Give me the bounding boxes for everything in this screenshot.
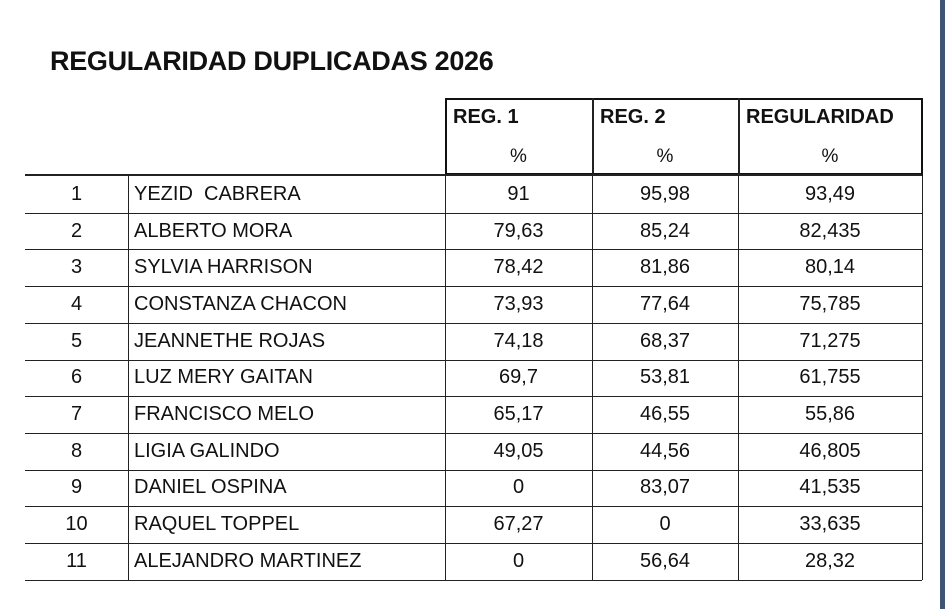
value-cell: 73,93 <box>493 292 544 315</box>
row-number: 1 <box>70 182 83 205</box>
value-cell: 91 <box>507 182 530 205</box>
row-border <box>25 432 922 434</box>
value-cell: 53,81 <box>639 366 691 389</box>
column-border <box>922 176 923 580</box>
header-divider <box>592 98 594 174</box>
value-cell: 68,37 <box>639 329 691 352</box>
value-cell: 61,755 <box>799 366 861 389</box>
row-border <box>25 543 922 544</box>
value-cell: 46,805 <box>799 439 861 462</box>
value-cell: 46,55 <box>639 403 691 426</box>
name-cell: DANIEL OSPINA <box>134 476 287 499</box>
column-border <box>738 176 739 580</box>
value-cell: 41,535 <box>799 476 861 499</box>
row-border <box>25 396 922 398</box>
row-border <box>25 506 922 508</box>
value-cell: 0 <box>512 549 525 572</box>
row-number: 2 <box>70 219 83 242</box>
value-cell: 85,24 <box>639 219 691 242</box>
column-border <box>128 176 129 580</box>
value-cell: 95,98 <box>639 182 691 205</box>
column-unit: % <box>821 146 839 167</box>
row-border <box>25 469 922 471</box>
row-number: 4 <box>70 292 83 315</box>
row-number: 8 <box>70 439 83 462</box>
column-unit: % <box>510 146 527 167</box>
name-cell: ALBERTO MORA <box>134 219 293 242</box>
value-cell: 75,785 <box>799 292 861 315</box>
row-border <box>25 174 922 176</box>
row-number: 3 <box>70 256 83 279</box>
value-cell: 80,14 <box>804 256 856 279</box>
value-cell: 93,49 <box>804 182 856 205</box>
column-border <box>592 176 593 580</box>
value-cell: 81,86 <box>639 256 691 279</box>
value-cell: 67,27 <box>493 513 544 536</box>
row-number: 10 <box>65 513 88 536</box>
value-cell: 71,275 <box>799 329 861 352</box>
name-cell: FRANCISCO MELO <box>134 403 315 426</box>
value-cell: 79,63 <box>493 219 544 242</box>
row-border <box>25 579 922 581</box>
name-cell: YEZID CABRERA <box>134 182 301 205</box>
value-cell: 56,64 <box>639 549 691 572</box>
value-cell: 65,17 <box>493 403 544 426</box>
row-border <box>25 359 922 361</box>
window-edge <box>940 0 945 609</box>
value-cell: 77,64 <box>639 292 691 315</box>
column-header: REG. 2 <box>600 106 666 128</box>
column-header: REGULARIDAD <box>746 106 894 128</box>
row-number: 6 <box>70 366 83 389</box>
value-cell: 74,18 <box>493 329 544 352</box>
row-number: 9 <box>70 476 83 499</box>
value-cell: 0 <box>659 513 671 536</box>
name-cell: JEANNETHE ROJAS <box>134 329 326 352</box>
column-header: REG. 1 <box>453 106 519 128</box>
name-cell: CONSTANZA CHACON <box>134 292 347 315</box>
value-cell: 78,42 <box>493 256 544 279</box>
name-cell: LIGIA GALINDO <box>134 439 280 462</box>
name-cell: ALEJANDRO MARTINEZ <box>134 549 362 572</box>
row-border <box>25 249 922 251</box>
row-number: 5 <box>70 329 83 352</box>
value-cell: 0 <box>512 476 525 499</box>
row-border <box>25 212 922 214</box>
value-cell: 33,635 <box>799 513 861 536</box>
name-cell: SYLVIA HARRISON <box>134 256 313 279</box>
value-cell: 83,07 <box>639 476 691 499</box>
header-divider <box>738 98 740 174</box>
value-cell: 69,7 <box>499 366 538 389</box>
column-unit: % <box>656 146 674 167</box>
value-cell: 44,56 <box>639 439 691 462</box>
value-cell: 55,86 <box>804 403 856 426</box>
value-cell: 28,32 <box>804 549 856 572</box>
title: REGULARIDAD DUPLICADAS 2026 <box>50 46 494 76</box>
name-cell: LUZ MERY GAITAN <box>134 366 313 389</box>
row-border <box>25 286 922 288</box>
row-number: 11 <box>66 549 87 572</box>
row-number: 7 <box>70 403 83 426</box>
row-border <box>25 322 922 324</box>
value-cell: 49,05 <box>493 439 544 462</box>
column-border <box>445 176 446 580</box>
value-cell: 82,435 <box>799 219 861 242</box>
name-cell: RAQUEL TOPPEL <box>134 513 300 536</box>
